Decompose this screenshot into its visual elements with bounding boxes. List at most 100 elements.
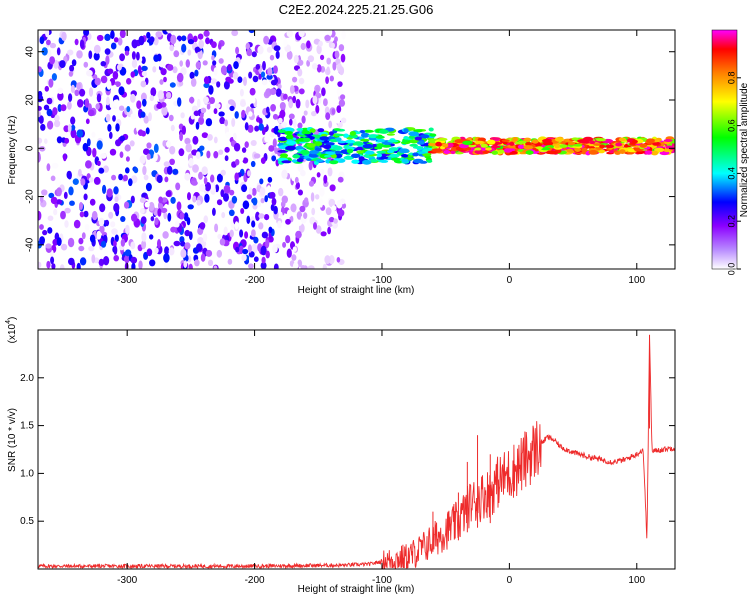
spectrogram-cell <box>329 160 339 165</box>
spectrogram-cell <box>646 138 655 144</box>
spectrogram-cell <box>166 140 172 148</box>
spectrogram-cell <box>227 258 233 265</box>
spectrogram-cell <box>235 246 240 253</box>
spectrogram-cell <box>224 155 229 162</box>
spectrogram-cell <box>113 245 118 255</box>
spectrogram-cell <box>130 256 138 264</box>
spectrogram-cell <box>593 143 602 146</box>
spectrogram-cell <box>38 110 41 118</box>
spectrogram-cell <box>131 175 138 184</box>
spectrogram-cell <box>140 208 145 214</box>
spectrogram-y-ticks: -40 -20 0 20 40 <box>25 46 675 252</box>
spectrogram-cell <box>234 172 239 181</box>
spectrogram-cell <box>324 255 331 265</box>
spectrogram-cell <box>270 204 275 211</box>
spectrogram-cell <box>170 34 177 45</box>
spectrogram-cell <box>241 184 248 193</box>
spectrogram-cell <box>131 59 138 68</box>
spectrogram-cell <box>442 143 449 148</box>
spectrogram-cell <box>525 150 534 155</box>
spectrogram-cell <box>87 109 95 117</box>
spectrogram-cell <box>194 259 200 267</box>
spectrogram-cell <box>189 96 195 104</box>
spectrogram-cell <box>100 240 107 248</box>
spectrogram-cell <box>251 187 257 196</box>
spectrogram-cell <box>84 98 90 108</box>
spectrogram-cell <box>248 71 253 79</box>
spectrogram-cell <box>365 150 375 155</box>
spectrogram-cell <box>191 180 198 186</box>
spectrogram-cell <box>241 109 246 119</box>
spectrogram-cell <box>158 196 164 204</box>
spectrogram-cell <box>229 229 234 238</box>
spectrogram-cell <box>313 222 317 230</box>
spectrogram-cell <box>83 193 88 201</box>
spectrogram-y-tick-label: 20 <box>25 94 36 106</box>
spectrogram-cell <box>208 85 214 95</box>
spectrogram-cell <box>294 176 299 184</box>
spectrogram-cell <box>249 87 256 96</box>
spectrogram-cell <box>315 225 322 234</box>
spectrogram-cell <box>198 116 205 125</box>
spectrogram-cell <box>338 66 345 76</box>
spectrogram-cell <box>199 112 204 119</box>
spectrogram-cell <box>223 184 231 194</box>
spectrogram-cell <box>52 238 59 246</box>
spectrogram-cell <box>46 260 51 269</box>
spectrogram-cell <box>306 143 316 148</box>
spectrogram-cell <box>326 162 331 168</box>
spectrogram-cell <box>252 197 258 206</box>
spectrogram-cell <box>68 186 74 196</box>
spectrogram-cell <box>308 161 313 171</box>
spectrogram-cell <box>231 195 238 204</box>
spectrogram-cell <box>84 224 90 231</box>
spectrogram-cell <box>217 233 222 240</box>
spectrogram-cell <box>39 146 46 152</box>
spectrogram-cell <box>38 66 42 73</box>
spectrogram-cell <box>106 96 110 106</box>
spectrogram-cell <box>554 144 560 149</box>
spectrogram-cell <box>355 146 365 151</box>
spectrogram-cell <box>141 240 147 250</box>
spectrogram-cell <box>56 47 61 56</box>
spectrogram-cell <box>66 170 72 179</box>
spectrogram-cell <box>297 122 303 129</box>
spectrogram-cell <box>272 113 279 120</box>
spectrogram-cell <box>234 221 239 230</box>
spectrogram-cell <box>337 176 344 183</box>
spectrogram-cell <box>540 147 551 151</box>
snr-panel: -300 -200 -100 0 100 0.5 1.0 1.5 2.0 Height of … <box>5 317 676 595</box>
spectrogram-cell <box>175 182 181 191</box>
spectrogram-cell <box>253 153 261 159</box>
spectrogram-cell <box>258 123 265 131</box>
spectrogram-cell <box>259 187 266 196</box>
spectrogram-cell <box>337 140 346 144</box>
spectrogram-cell <box>309 128 316 133</box>
spectrogram-cell <box>304 197 309 203</box>
spectrogram-cell <box>295 98 301 109</box>
spectrogram-cell <box>115 123 120 132</box>
spectrogram-cell <box>166 64 174 71</box>
spectrogram-cell <box>268 145 275 152</box>
spectrogram-cell <box>329 184 336 192</box>
spectrogram-cell <box>378 129 389 134</box>
spectrogram-cell <box>100 75 108 84</box>
spectrogram-cell <box>85 118 90 125</box>
spectrogram-cell <box>327 226 331 235</box>
spectrogram-cell <box>42 229 48 236</box>
spectrogram-cell <box>212 207 216 216</box>
snr-x-tick-label: -100 <box>372 575 392 586</box>
snr-x-tick-label: 100 <box>628 575 645 586</box>
spectrogram-cell <box>334 133 345 137</box>
spectrogram-cell <box>273 45 281 52</box>
spectrogram-cell <box>271 155 277 162</box>
spectrogram-cell <box>106 188 113 198</box>
spectrogram-cell <box>67 101 72 110</box>
snr-x-tick-label: -300 <box>117 575 137 586</box>
spectrogram-cell <box>179 212 185 220</box>
spectrogram-cell <box>270 104 276 112</box>
spectrogram-cell <box>605 144 615 149</box>
spectrogram-cell <box>131 39 138 49</box>
spectrogram-cell <box>247 170 252 177</box>
spectrogram-cell <box>618 137 627 142</box>
